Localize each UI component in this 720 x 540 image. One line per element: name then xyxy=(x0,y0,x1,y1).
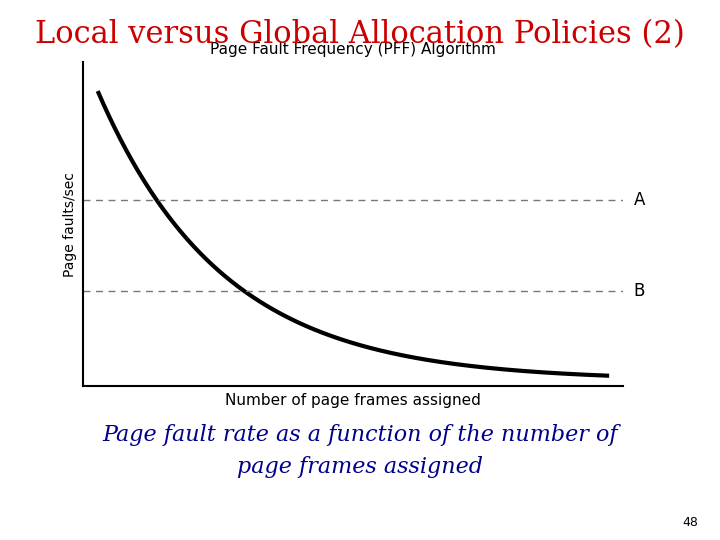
Text: A: A xyxy=(634,191,645,209)
Text: 48: 48 xyxy=(683,516,698,529)
Text: page frames assigned: page frames assigned xyxy=(237,456,483,478)
Text: Local versus Global Allocation Policies (2): Local versus Global Allocation Policies … xyxy=(35,19,685,50)
X-axis label: Number of page frames assigned: Number of page frames assigned xyxy=(225,393,481,408)
Text: B: B xyxy=(634,281,645,300)
Text: Page fault rate as a function of the number of: Page fault rate as a function of the num… xyxy=(102,424,618,446)
Title: Page Fault Frequency (PFF) Algorithm: Page Fault Frequency (PFF) Algorithm xyxy=(210,42,496,57)
Y-axis label: Page faults/sec: Page faults/sec xyxy=(63,172,77,276)
